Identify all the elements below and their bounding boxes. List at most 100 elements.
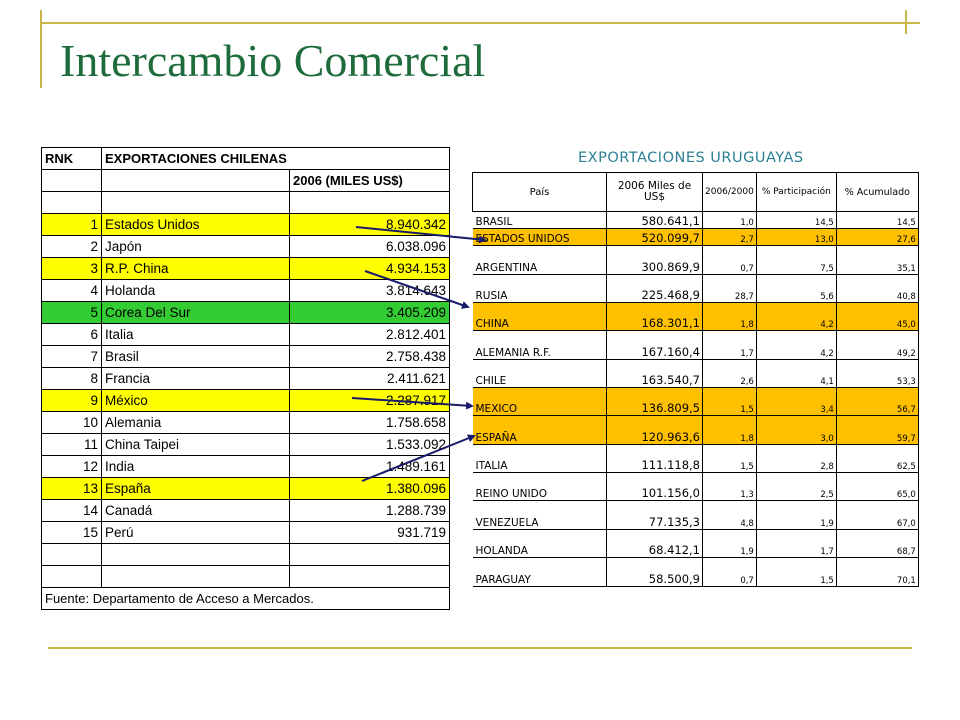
uruguay-table-row: ALEMANIA R.F. 167.160,4 1,7 4,2 49,2	[472, 330, 919, 360]
uy-share-cell: 2,5	[756, 472, 837, 501]
uy-value-cell: 111.118,8	[606, 444, 703, 473]
uy-share-cell: 1,7	[756, 529, 837, 558]
uy-country-cell: ESPAÑA	[472, 415, 607, 445]
uy-ratio-cell: 0,7	[702, 557, 757, 587]
chile-country-cell: Japón	[101, 235, 290, 258]
uy-share-cell: 3,4	[756, 387, 837, 416]
uy-ratio-cell: 2,6	[702, 359, 757, 388]
uy-ratio-cell: 2,7	[702, 228, 757, 246]
uy-share-cell: 14,5	[756, 211, 837, 229]
chile-exports-table: RNK EXPORTACIONES CHILENAS 2006 (MILES U…	[41, 147, 450, 610]
uy-country-cell: PARAGUAY	[472, 557, 607, 587]
uy-ratio-cell: 1,0	[702, 211, 757, 229]
chile-table-row: 7 Brasil 2.758.438	[41, 345, 450, 368]
uy-country-cell: REINO UNIDO	[472, 472, 607, 501]
chile-value-cell: 4.934.153	[289, 257, 450, 280]
chile-table-row: 14 Canadá 1.288.739	[41, 499, 450, 522]
top-rule	[40, 22, 920, 24]
uy-cumulative-cell: 70,1	[836, 557, 919, 587]
uy-value-cell: 136.809,5	[606, 387, 703, 416]
uy-cumulative-cell: 53,3	[836, 359, 919, 388]
uruguay-table-row: RUSIA 225.468,9 28,7 5,6 40,8	[472, 274, 919, 303]
uy-country-cell: HOLANDA	[472, 529, 607, 558]
uruguay-table-row: BRASIL 580.641,1 1,0 14,5 14,5	[472, 211, 919, 229]
chile-table-row: 9 México 2.287.917	[41, 389, 450, 412]
uruguay-table-row: CHINA 168.301,1 1,8 4,2 45,0	[472, 302, 919, 331]
uy-country-cell: CHILE	[472, 359, 607, 388]
uy-country-cell: ARGENTINA	[472, 245, 607, 275]
uy-cumulative-cell: 56,7	[836, 387, 919, 416]
uy-ratio-cell: 1,8	[702, 415, 757, 445]
chile-country-cell: España	[101, 477, 290, 500]
chile-source-note: Fuente: Departamento de Acceso a Mercado…	[41, 587, 450, 610]
uy-country-cell: VENEZUELA	[472, 500, 607, 530]
uruguay-table-row: ARGENTINA 300.869,9 0,7 7,5 35,1	[472, 245, 919, 275]
uy-cumulative-cell: 68,7	[836, 529, 919, 558]
uy-cumulative-cell: 49,2	[836, 330, 919, 360]
slide-title: Intercambio Comercial	[60, 35, 486, 86]
uy-share-cell: 1,9	[756, 500, 837, 530]
uruguay-table-row: CHILE 163.540,7 2,6 4,1 53,3	[472, 359, 919, 388]
chile-table-row: 6 Italia 2.812.401	[41, 323, 450, 346]
uy-country-cell: CHINA	[472, 302, 607, 331]
uy-ratio-cell: 1,7	[702, 330, 757, 360]
bottom-rule	[48, 647, 912, 649]
uy-share-cell: 1,5	[756, 557, 837, 587]
uy-cumulative-cell: 59,7	[836, 415, 919, 445]
uy-ratio-cell: 1,3	[702, 472, 757, 501]
uy-cumulative-cell: 27,6	[836, 228, 919, 246]
uy-value-cell: 300.869,9	[606, 245, 703, 275]
uy-value-cell: 77.135,3	[606, 500, 703, 530]
arrow-mexico	[351, 397, 474, 410]
chile-table-row: 4 Holanda 3.814.643	[41, 279, 450, 302]
uruguay-table-row: HOLANDA 68.412,1 1,9 1,7 68,7	[472, 529, 919, 558]
chile-value-cell: 3.405.209	[289, 301, 450, 324]
uy-value-cell: 167.160,4	[606, 330, 703, 360]
chile-rank-cell: 13	[41, 477, 102, 500]
uruguay-exports-table: País 2006 Miles de US$ 2006/2000 % Parti…	[472, 172, 919, 587]
uy-share-cell: 2,8	[756, 444, 837, 473]
uy-country-cell: ESTADOS UNIDOS	[472, 228, 607, 246]
chile-value-cell: 2.287.917	[289, 389, 450, 412]
chile-country-cell: México	[101, 389, 290, 412]
uy-header-value: 2006 Miles de US$	[606, 172, 703, 212]
uy-country-cell: MEXICO	[472, 387, 607, 416]
chile-table-row: 3 R.P. China 4.934.153	[41, 257, 450, 280]
uy-ratio-cell: 1,9	[702, 529, 757, 558]
uy-cumulative-cell: 45,0	[836, 302, 919, 331]
uy-value-cell: 168.301,1	[606, 302, 703, 331]
uy-cumulative-cell: 62,5	[836, 444, 919, 473]
uy-country-cell: ALEMANIA R.F.	[472, 330, 607, 360]
uy-ratio-cell: 0,7	[702, 245, 757, 275]
uy-ratio-cell: 1,5	[702, 387, 757, 416]
uruguay-table-row: VENEZUELA 77.135,3 4,8 1,9 67,0	[472, 500, 919, 530]
chile-country-cell: Corea Del Sur	[101, 301, 290, 324]
uy-share-cell: 4,2	[756, 330, 837, 360]
chile-header-year: 2006 (MILES US$)	[289, 169, 450, 192]
uruguay-table-row: REINO UNIDO 101.156,0 1,3 2,5 65,0	[472, 472, 919, 501]
uy-value-cell: 225.468,9	[606, 274, 703, 303]
chile-footer-row: Fuente: Departamento de Acceso a Mercado…	[41, 587, 450, 610]
uy-share-cell: 5,6	[756, 274, 837, 303]
uy-value-cell: 101.156,0	[606, 472, 703, 501]
chile-country-cell: China Taipei	[101, 433, 290, 456]
uy-value-cell: 120.963,6	[606, 415, 703, 445]
uy-ratio-cell: 1,5	[702, 444, 757, 473]
uy-value-cell: 520.099,7	[606, 228, 703, 246]
chile-table-row: 11 China Taipei 1.533.092	[41, 433, 450, 456]
uy-value-cell: 163.540,7	[606, 359, 703, 388]
chile-rank-cell: 5	[41, 301, 102, 324]
uy-cumulative-cell: 35,1	[836, 245, 919, 275]
uy-value-cell: 68.412,1	[606, 529, 703, 558]
uy-share-cell: 7,5	[756, 245, 837, 275]
chile-table-row: 2 Japón 6.038.096	[41, 235, 450, 258]
uy-header-country: País	[472, 172, 607, 212]
uruguay-table-row: PARAGUAY 58.500,9 0,7 1,5 70,1	[472, 557, 919, 587]
uruguay-table-row: MEXICO 136.809,5 1,5 3,4 56,7	[472, 387, 919, 416]
uy-cumulative-cell: 67,0	[836, 500, 919, 530]
arrow-estados-unidos	[355, 226, 487, 244]
arrow-china	[364, 270, 470, 309]
uruguay-table-row: ESTADOS UNIDOS 520.099,7 2,7 13,0 27,6	[472, 228, 919, 246]
chile-value-cell: 2.812.401	[289, 323, 450, 346]
